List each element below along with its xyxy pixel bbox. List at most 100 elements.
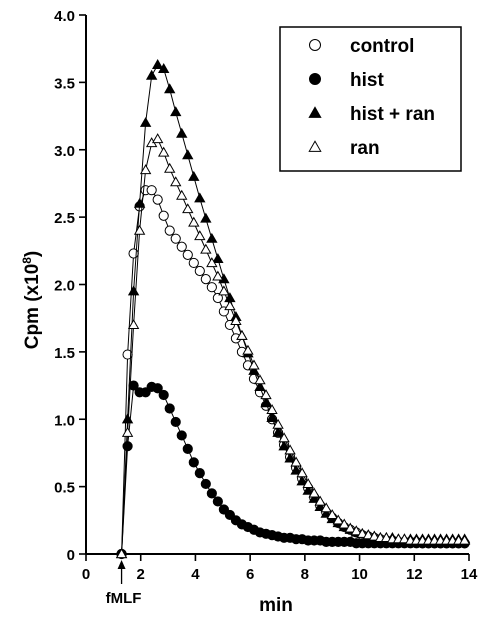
legend-label: hist	[350, 70, 384, 91]
data-point	[127, 319, 140, 330]
data-point	[242, 344, 254, 355]
data-point	[458, 534, 471, 545]
data-point	[278, 440, 290, 451]
data-point	[164, 162, 176, 173]
data-point	[170, 106, 182, 117]
data-point	[332, 514, 344, 525]
data-point	[115, 548, 128, 559]
annotation-fmlf: fMLF	[106, 560, 142, 607]
data-point	[344, 522, 356, 533]
data-point	[272, 426, 284, 437]
data-point	[152, 383, 163, 394]
x-axis-label: min	[259, 595, 293, 616]
y-axis-label-close: )	[22, 251, 43, 257]
legend-marker	[308, 106, 322, 118]
legend-label: ran	[350, 138, 380, 159]
data-point	[194, 192, 206, 203]
data-point	[170, 176, 182, 187]
y-tick-label: 3.5	[54, 75, 75, 92]
y-tick-label: 2.0	[54, 278, 75, 295]
data-point	[194, 265, 205, 277]
data-point	[176, 189, 188, 200]
data-point	[356, 527, 368, 538]
fmlf-label: fMLF	[106, 590, 142, 607]
x-tick-label: 6	[246, 566, 254, 583]
data-point	[398, 533, 411, 544]
y-tick-label: 1.5	[54, 345, 75, 362]
y-axis-label-base: Cpm (x10	[22, 264, 43, 350]
data-point	[266, 403, 278, 414]
data-point	[151, 59, 164, 69]
data-point	[194, 468, 205, 479]
data-point	[368, 530, 381, 541]
y-axis-label: Cpm (x108)	[20, 251, 43, 350]
legend-marker	[308, 140, 322, 152]
y-tick-label: 2.5	[54, 210, 75, 227]
data-point	[145, 69, 158, 80]
data-point	[176, 127, 188, 138]
data-point	[362, 529, 375, 540]
data-point	[320, 507, 332, 518]
data-point	[314, 500, 326, 511]
data-point	[206, 488, 217, 499]
fmlf-arrow-head	[117, 560, 126, 569]
data-point	[206, 282, 217, 293]
data-point	[158, 63, 170, 74]
data-point	[308, 492, 320, 503]
data-point	[290, 456, 302, 467]
legend-item: hist + ran	[308, 104, 435, 125]
y-tick-label: 3.0	[54, 143, 75, 160]
data-point	[182, 149, 194, 160]
data-point	[158, 146, 170, 157]
legend-box	[279, 26, 462, 172]
data-point	[212, 270, 224, 281]
data-point	[133, 224, 146, 235]
data-point	[164, 225, 175, 236]
legend-label: control	[350, 36, 414, 57]
data-point	[158, 389, 169, 401]
data-point	[212, 292, 223, 304]
y-tick-label: 0.5	[54, 480, 75, 497]
x-tick-label: 10	[351, 566, 368, 583]
y-axis: 0 0.5 1.0 1.5 2.0 2.5 3.0 3.5 4.0	[54, 8, 86, 564]
data-point	[139, 164, 152, 175]
data-point	[200, 243, 212, 254]
data-point	[260, 389, 272, 400]
legend: control hist hist + ran ran	[279, 26, 462, 172]
data-point	[182, 249, 193, 260]
data-point	[278, 432, 290, 443]
x-tick-label: 4	[191, 566, 200, 583]
data-point	[188, 170, 200, 181]
data-point	[200, 478, 211, 490]
data-point	[350, 525, 362, 536]
data-point	[176, 241, 187, 252]
data-point	[170, 233, 181, 244]
data-point	[266, 412, 278, 423]
data-point	[272, 418, 284, 429]
data-point	[206, 257, 218, 268]
data-point	[194, 230, 206, 241]
data-point	[139, 116, 152, 127]
data-point	[164, 403, 175, 414]
legend-item: ran	[308, 138, 380, 159]
data-point	[206, 232, 218, 243]
data-point	[146, 185, 157, 196]
data-point	[182, 203, 194, 214]
data-point	[254, 374, 266, 385]
data-point	[224, 300, 236, 311]
data-point	[200, 212, 212, 223]
series-layer	[115, 59, 471, 560]
x-tick-label: 14	[461, 566, 478, 583]
series-ran	[115, 133, 471, 559]
series-control	[116, 185, 470, 560]
data-point	[326, 509, 338, 520]
data-point	[212, 496, 223, 507]
data-point	[302, 484, 314, 495]
y-axis-label-exponent: 8	[20, 257, 34, 264]
y-tick-label: 1.0	[54, 412, 75, 429]
x-tick-label: 8	[301, 566, 309, 583]
data-point	[314, 495, 326, 506]
x-tick-label: 2	[137, 566, 145, 583]
data-point	[121, 413, 134, 424]
